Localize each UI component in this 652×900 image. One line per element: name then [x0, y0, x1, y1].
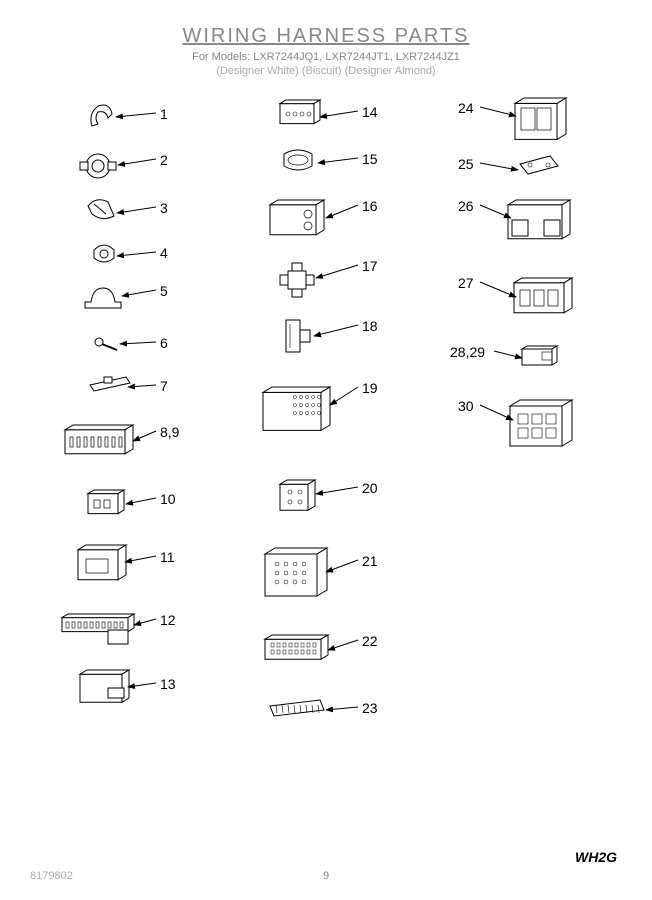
- callout-number: 20: [362, 480, 378, 496]
- callout-arrow-19: [330, 387, 358, 405]
- callout-arrow-27: [480, 282, 516, 297]
- doc-number: 8179802: [30, 870, 73, 882]
- part-17: [280, 263, 314, 297]
- part-1: [91, 105, 112, 126]
- callout-arrow-26: [480, 205, 511, 218]
- callout-arrow-12: [134, 619, 156, 625]
- callout-number: 27: [458, 275, 474, 291]
- callout-arrow-25: [480, 163, 518, 170]
- part-16: [270, 200, 324, 235]
- part-15: [284, 150, 312, 170]
- callout-arrow-15: [318, 158, 358, 163]
- part-21: [265, 548, 327, 596]
- callout-arrow-3: [117, 207, 156, 213]
- part-6: [95, 338, 117, 350]
- page-number: 9: [323, 870, 329, 882]
- callout-arrow-22: [328, 640, 358, 650]
- callout-arrow-24: [480, 107, 516, 116]
- callout-number: 19: [362, 380, 378, 396]
- callout-arrow-28: [494, 351, 522, 358]
- callout-number: 11: [160, 549, 175, 565]
- callout-arrow-23: [326, 707, 358, 710]
- callout-arrow-1: [116, 113, 156, 117]
- part-8: [65, 425, 133, 454]
- callout-arrow-21: [326, 560, 358, 572]
- part-19: [263, 387, 330, 430]
- callout-number: 25: [458, 156, 474, 172]
- callout-arrow-6: [120, 342, 156, 344]
- callout-number: 8,9: [160, 424, 179, 440]
- part-27: [514, 278, 572, 313]
- callout-arrow-11: [125, 556, 156, 562]
- callout-number: 18: [362, 318, 378, 334]
- part-20: [280, 480, 315, 510]
- callout-number: 26: [458, 198, 474, 214]
- callout-number: 22: [362, 633, 378, 649]
- callout-arrow-16: [326, 205, 358, 218]
- part-10: [88, 490, 124, 514]
- callout-number: 12: [160, 612, 176, 628]
- part-11: [78, 545, 126, 580]
- part-23: [270, 700, 324, 716]
- callout-number: 17: [362, 258, 378, 274]
- callout-number: 16: [362, 198, 378, 214]
- callout-number: 28,29: [450, 344, 485, 360]
- callout-number: 14: [362, 104, 378, 120]
- callout-number: 7: [160, 378, 168, 394]
- part-3: [88, 200, 114, 219]
- callout-arrow-4: [117, 252, 156, 256]
- part-13: [80, 670, 129, 702]
- callout-arrow-13: [128, 683, 156, 687]
- callout-arrow-18: [314, 325, 358, 336]
- part-14: [280, 100, 320, 124]
- callout-number: 15: [362, 151, 378, 167]
- callout-arrow-17: [316, 265, 358, 278]
- callout-arrow-20: [316, 487, 358, 494]
- callout-arrow-14: [320, 111, 358, 117]
- part-28: [522, 346, 557, 365]
- callout-number: 1: [160, 106, 168, 122]
- part-26: [508, 200, 570, 239]
- callout-number: 3: [160, 200, 168, 216]
- part-18: [286, 320, 310, 352]
- callout-arrow-5: [122, 290, 156, 296]
- callout-number: 24: [458, 100, 474, 116]
- part-25: [520, 156, 558, 174]
- part-5: [85, 288, 121, 308]
- callout-number: 4: [160, 245, 168, 261]
- diagram-code: WH2G: [575, 849, 617, 865]
- callout-arrow-2: [118, 159, 156, 165]
- callout-number: 6: [160, 335, 168, 351]
- part-30: [510, 400, 572, 446]
- callout-number: 2: [160, 152, 168, 168]
- callout-number: 23: [362, 700, 378, 716]
- parts-diagram: [0, 0, 652, 900]
- part-7: [90, 377, 130, 391]
- callout-arrow-30: [480, 405, 513, 420]
- callout-arrow-8: [133, 431, 156, 441]
- part-22: [265, 635, 328, 659]
- part-24: [515, 98, 566, 139]
- callout-number: 10: [160, 491, 176, 507]
- part-2: [80, 154, 116, 178]
- part-12: [62, 614, 134, 644]
- callout-arrow-7: [128, 385, 156, 387]
- callout-number: 30: [458, 398, 474, 414]
- callout-number: 13: [160, 676, 176, 692]
- callout-number: 21: [362, 553, 378, 569]
- callout-number: 5: [160, 283, 168, 299]
- callout-arrow-10: [126, 498, 156, 504]
- part-4: [94, 245, 114, 262]
